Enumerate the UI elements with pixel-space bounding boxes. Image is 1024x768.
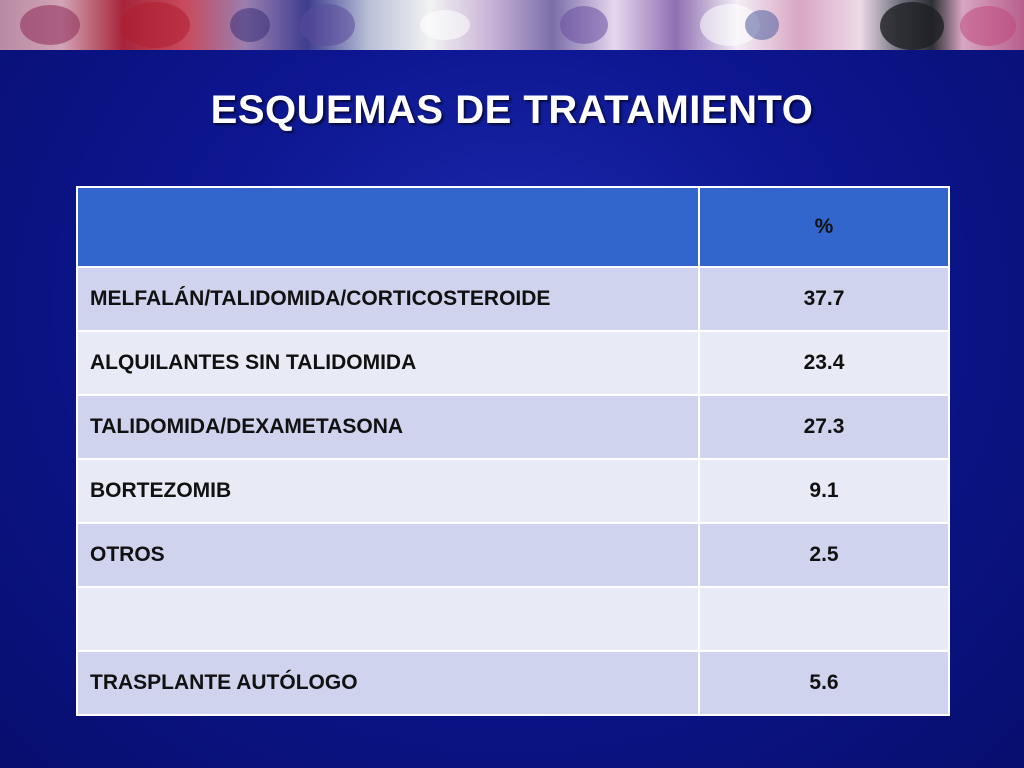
row-value bbox=[698, 586, 950, 652]
table-row bbox=[76, 586, 950, 652]
table-row: ALQUILANTES SIN TALIDOMIDA 23.4 bbox=[76, 330, 950, 396]
table-row: TALIDOMIDA/DEXAMETASONA 27.3 bbox=[76, 394, 950, 460]
slide-title: ESQUEMAS DE TRATAMIENTO bbox=[210, 88, 814, 132]
table-header-row: % bbox=[76, 186, 950, 268]
row-value: 37.7 bbox=[698, 266, 950, 332]
row-label: TRASPLANTE AUTÓLOGO bbox=[76, 650, 700, 716]
header-label-cell bbox=[76, 186, 700, 268]
row-label bbox=[76, 586, 700, 652]
table-row: MELFALÁN/TALIDOMIDA/CORTICOSTEROIDE 37.7 bbox=[76, 266, 950, 332]
table-row: OTROS 2.5 bbox=[76, 522, 950, 588]
header-banner-image bbox=[0, 0, 1024, 50]
row-label: MELFALÁN/TALIDOMIDA/CORTICOSTEROIDE bbox=[76, 266, 700, 332]
table-row: TRASPLANTE AUTÓLOGO 5.6 bbox=[76, 650, 950, 716]
table-row: BORTEZOMIB 9.1 bbox=[76, 458, 950, 524]
row-value: 2.5 bbox=[698, 522, 950, 588]
row-value: 23.4 bbox=[698, 330, 950, 396]
row-value: 27.3 bbox=[698, 394, 950, 460]
row-value: 9.1 bbox=[698, 458, 950, 524]
header-percent-cell: % bbox=[698, 186, 950, 268]
row-value: 5.6 bbox=[698, 650, 950, 716]
row-label: BORTEZOMIB bbox=[76, 458, 700, 524]
row-label: OTROS bbox=[76, 522, 700, 588]
treatment-table: % MELFALÁN/TALIDOMIDA/CORTICOSTEROIDE 37… bbox=[76, 186, 950, 716]
row-label: ALQUILANTES SIN TALIDOMIDA bbox=[76, 330, 700, 396]
row-label: TALIDOMIDA/DEXAMETASONA bbox=[76, 394, 700, 460]
